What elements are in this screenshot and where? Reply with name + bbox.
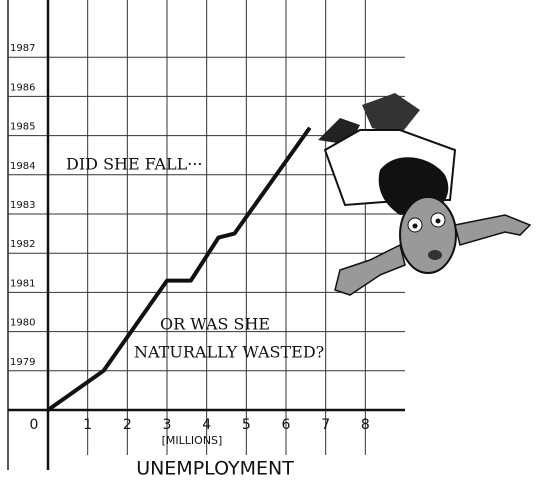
shoe (362, 93, 420, 135)
x-tick-label: 3 (163, 417, 172, 433)
x-tick-label: 2 (123, 417, 132, 433)
y-tick-label: 1982 (10, 239, 35, 250)
x-tick-label: 4 (202, 417, 211, 433)
x-axis-title: UNEMPLOYMENT (136, 458, 294, 480)
y-tick-label: 1985 (10, 122, 35, 133)
mouth (428, 250, 442, 260)
x-tick-label: 1 (83, 417, 92, 433)
y-tick-label: 1984 (10, 161, 35, 172)
arm (335, 245, 405, 295)
x-tick-label: 5 (242, 417, 251, 433)
y-tick-label: 1981 (10, 278, 35, 289)
x-unit: [MILLIONS] (162, 434, 223, 447)
chart: 1979 1980 1981 1982 1983 1984 1985 1986 1987 0 1 2 3… (0, 0, 536, 483)
x-tick-label: 7 (321, 417, 330, 433)
y-tick-label: 1979 (10, 357, 35, 368)
annotation: NATURALLY WASTED? (134, 343, 324, 362)
y-tick-label: 1980 (10, 318, 35, 329)
x-tick-label: 0 (30, 417, 39, 433)
y-tick-label: 1983 (10, 200, 35, 211)
annotation: DID SHE FALL··· (66, 155, 203, 174)
pupil (413, 224, 418, 229)
y-tick-label: 1987 (10, 43, 35, 54)
face (400, 197, 456, 273)
y-tick-label: 1986 (10, 82, 35, 93)
arm (455, 215, 530, 245)
x-tick-label: 8 (361, 417, 370, 433)
annotation: OR WAS SHE (160, 315, 270, 334)
falling-figure (318, 93, 530, 295)
pupil (436, 219, 441, 224)
x-tick-label: 6 (282, 417, 291, 433)
